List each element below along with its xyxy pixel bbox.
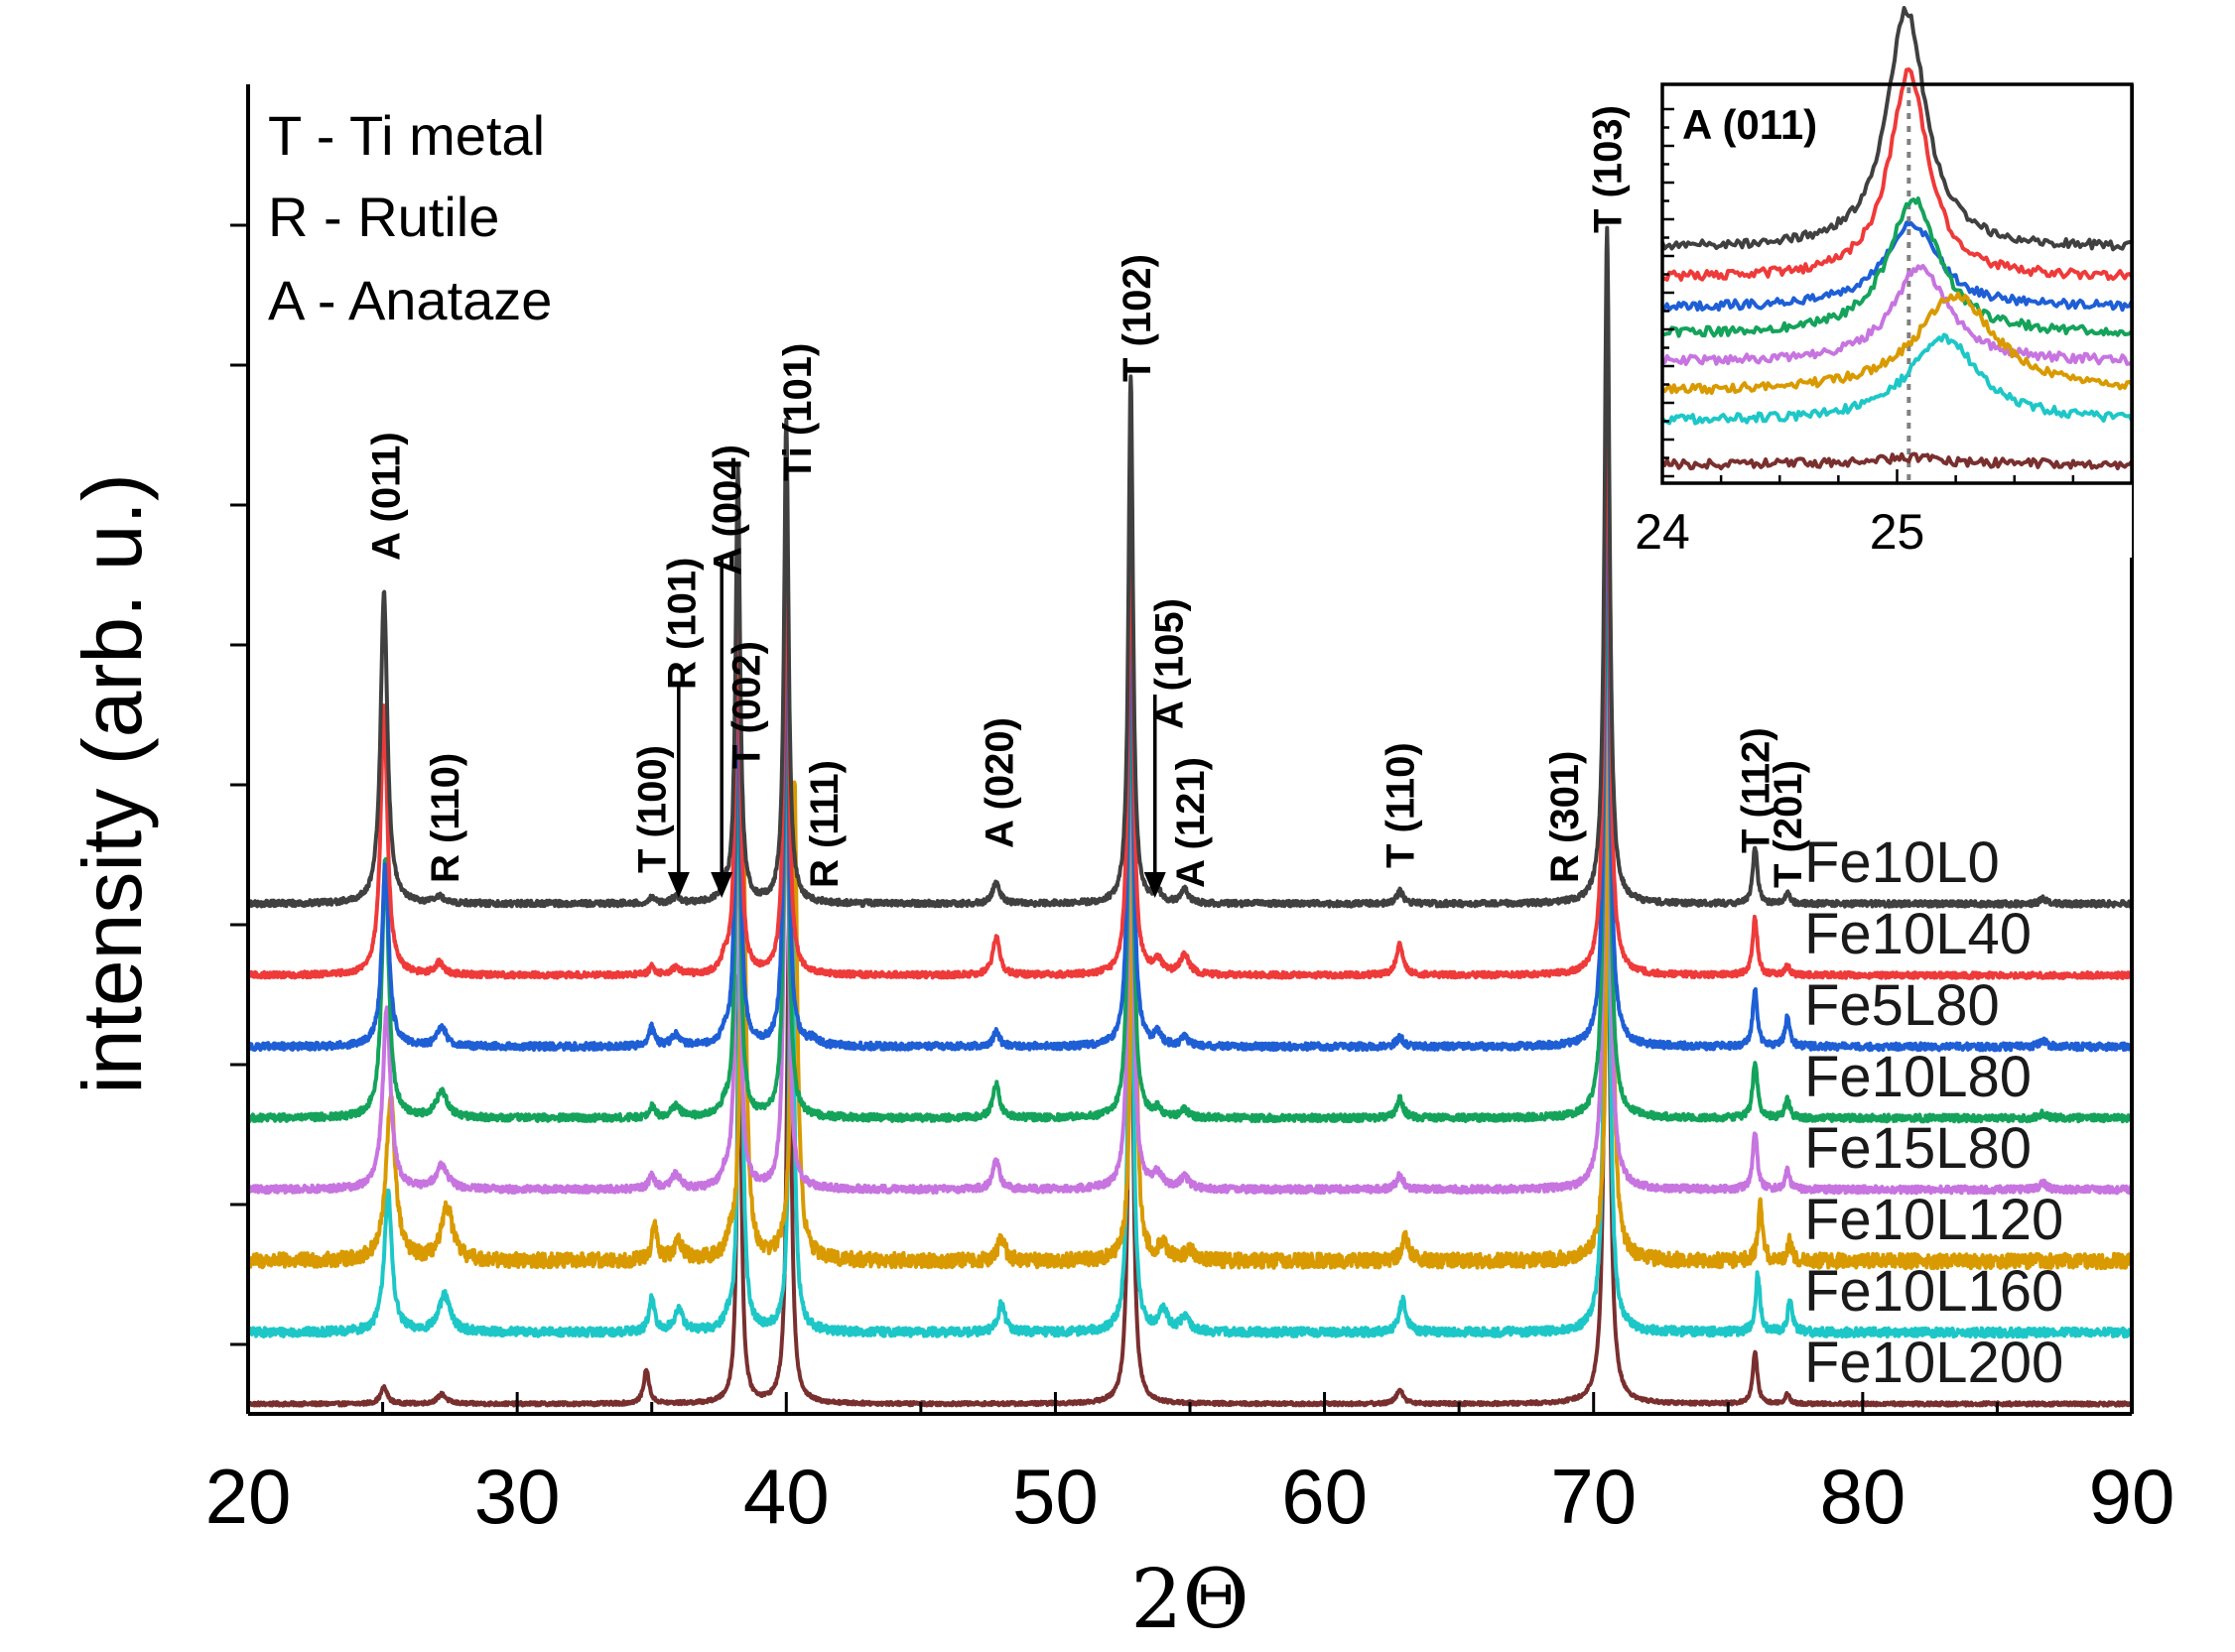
peak-label: R (301) — [1543, 751, 1587, 883]
peak-label: T (112) — [1734, 727, 1777, 853]
main-series-group — [246, 225, 2134, 1408]
series-label-fe10l0: Fe10L0 — [1804, 830, 2000, 895]
legend-entry-rutile: R - Rutile — [268, 186, 499, 248]
inset-series-group — [1660, 6, 2134, 471]
peak-label: T (100) — [631, 745, 675, 873]
inset-series-line-fe10l160 — [1660, 332, 2134, 426]
series-line-fe10l80 — [246, 440, 2134, 1124]
inset-series-line-fe5l80 — [1661, 220, 2134, 313]
series-labels: Fe10L0 Fe10L40 Fe5L80 Fe10L80 Fe15L80 Fe10L12… — [1804, 830, 2063, 1395]
series-line-fe10l160 — [246, 653, 2134, 1339]
series-line-fe10l40 — [246, 297, 2134, 980]
series-line-fe10l200 — [246, 726, 2134, 1408]
peak-label: T (103) — [1586, 105, 1630, 233]
peak-label: T (201) — [1767, 760, 1810, 888]
legend-entry-ti: T - Ti metal — [268, 104, 545, 167]
x-tick-label: 30 — [474, 1453, 561, 1540]
x-tick-label: 20 — [205, 1453, 292, 1540]
inset-series-line-fe10l0 — [1660, 6, 2133, 252]
x-tick-label: 60 — [1281, 1453, 1368, 1540]
peak-label: R (101) — [661, 558, 705, 690]
y-ticks — [230, 223, 248, 1346]
peak-label: T (002) — [725, 641, 769, 769]
inset-series-line-fe10l200 — [1660, 451, 2134, 471]
inset-plot: 24 25 A (011) — [1630, 6, 2134, 560]
x-tick-label: 70 — [1550, 1453, 1637, 1540]
series-line-fe5l80 — [246, 368, 2134, 1053]
peak-label: A (020) — [979, 717, 1022, 848]
y-axis-title: intensity (arb. u.) — [66, 473, 159, 1094]
legend-entry-anataze: A - Anataze — [268, 269, 552, 331]
x-ticks: 20 30 40 50 60 70 80 90 — [205, 1392, 2175, 1540]
inset-title: A (011) — [1682, 101, 1817, 148]
inset-series-line-fe10l80 — [1661, 196, 2134, 338]
series-label-fe5l80: Fe5L80 — [1804, 973, 2000, 1038]
x-tick-label: 40 — [743, 1453, 830, 1540]
inset-series-line-fe10l120 — [1660, 291, 2134, 395]
peak-label: Ti (101) — [776, 343, 820, 481]
x-tick-label: 50 — [1012, 1453, 1099, 1540]
series-label-fe10l40: Fe10L40 — [1804, 902, 2032, 966]
inset-ticks: 24 25 — [1635, 107, 2134, 560]
series-line-fe10l120 — [246, 578, 2134, 1271]
series-label-fe10l160: Fe10L160 — [1804, 1259, 2063, 1324]
peak-annotations: A (011) R (110) T (100) R (101)A (004) T (00… — [364, 105, 1810, 898]
x-axis-title: 2Θ — [1130, 1553, 1249, 1647]
inset-x-tick-label: 24 — [1635, 504, 1690, 560]
peak-label: R (111) — [803, 760, 847, 888]
peak-label: A (121) — [1169, 757, 1213, 888]
peak-label: T (110) — [1380, 742, 1423, 868]
inset-x-tick-label: 25 — [1870, 504, 1925, 560]
peak-label: T (102) — [1116, 254, 1159, 382]
x-tick-label: 90 — [2089, 1453, 2175, 1540]
peak-label: A (011) — [364, 432, 408, 561]
peak-label: A (004) — [707, 445, 750, 575]
inset-series-line-fe10l40 — [1660, 66, 2134, 282]
series-label-fe10l200: Fe10L200 — [1804, 1331, 2063, 1395]
series-label-fe10l120: Fe10L120 — [1804, 1188, 2063, 1252]
peak-arrow-head — [1143, 872, 1166, 898]
legend: T - Ti metal R - Rutile A - Anataze — [268, 104, 552, 331]
series-line-fe15l80 — [246, 511, 2134, 1196]
peak-label: R (110) — [424, 753, 467, 883]
series-line-fe10l0 — [246, 225, 2134, 909]
x-tick-label: 80 — [1819, 1453, 1906, 1540]
inset-series-line-fe15l80 — [1661, 264, 2132, 366]
series-label-fe10l80: Fe10L80 — [1804, 1045, 2032, 1109]
peak-arrow-head — [711, 872, 733, 898]
series-label-fe15l80: Fe15L80 — [1804, 1116, 2032, 1181]
peak-arrow-head — [667, 872, 690, 898]
